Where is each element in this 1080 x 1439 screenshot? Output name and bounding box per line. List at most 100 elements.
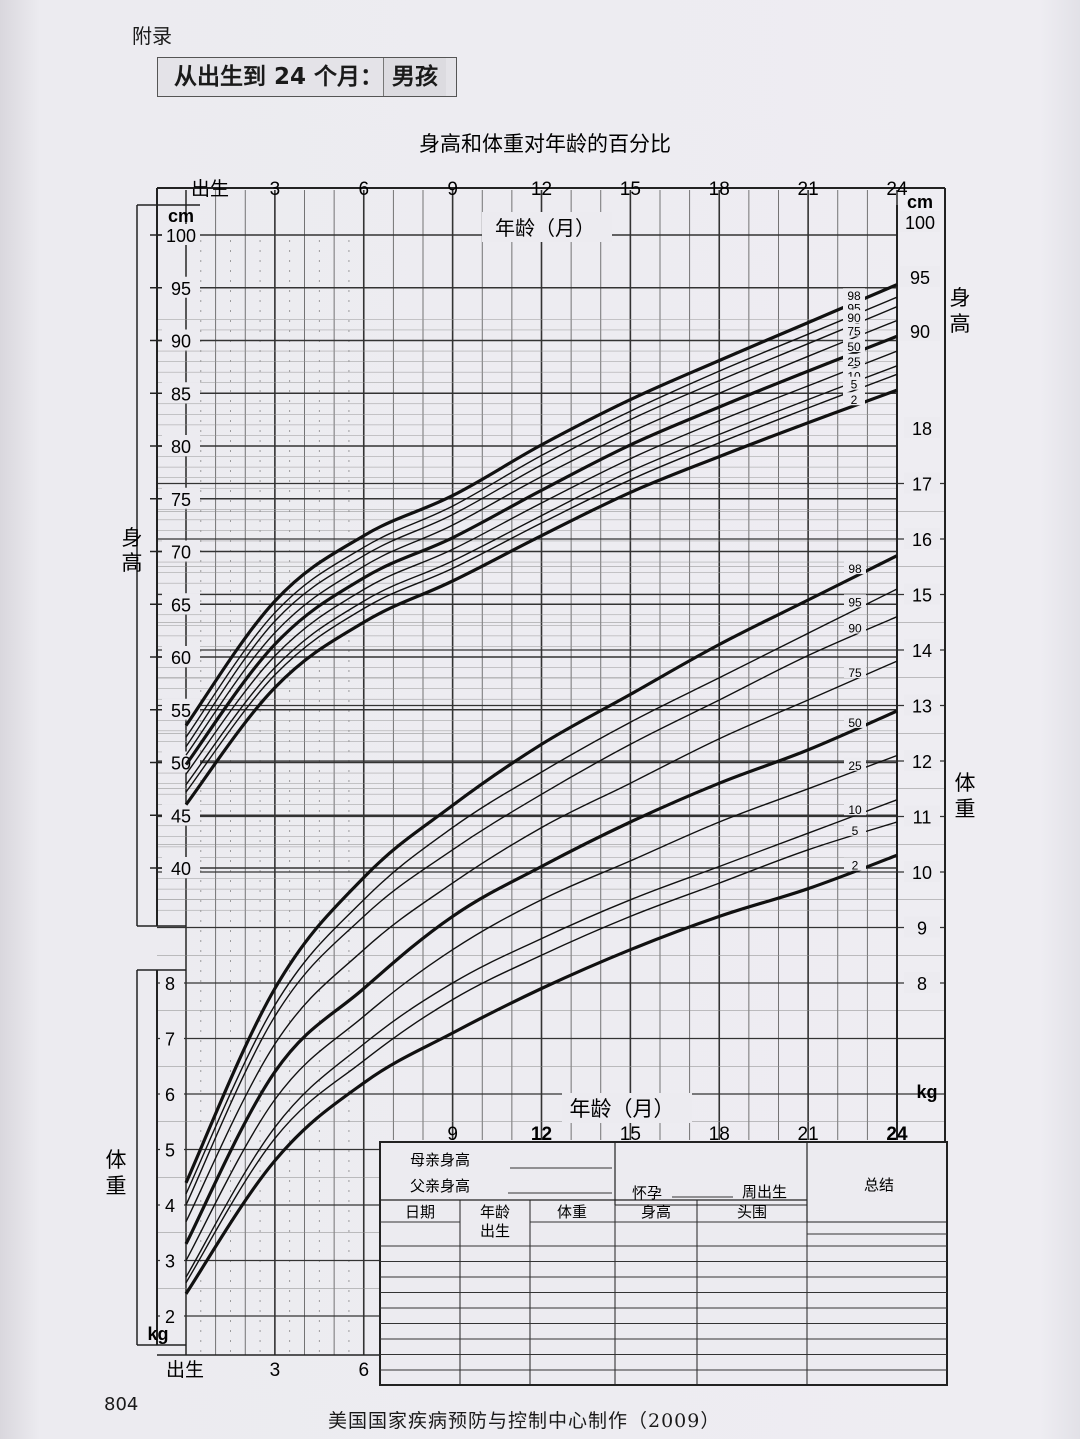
weight-unit-left: kg xyxy=(147,1324,168,1344)
x-tick-top-0: 出生 xyxy=(191,178,229,200)
weight-right-tick-16: 16 xyxy=(912,530,932,550)
length-tick-65: 65 xyxy=(171,595,191,615)
weight-label-p2: 2 xyxy=(852,859,859,873)
x-tick-top-1: 3 xyxy=(270,179,281,200)
length-tick-bg xyxy=(162,487,200,509)
weight-right-tick-14: 14 xyxy=(912,641,932,661)
length-label-p5: 5 xyxy=(851,378,858,392)
length-tick-90: 90 xyxy=(171,332,191,352)
weight-tick-4: 4 xyxy=(165,1196,175,1216)
weight-label-p98: 98 xyxy=(848,562,862,576)
weight-right-tick-bg xyxy=(904,972,940,993)
length-unit-right: cm xyxy=(907,192,933,212)
chart-frame xyxy=(136,187,946,1385)
length-label-bg xyxy=(843,310,865,324)
weight-label-bg xyxy=(844,714,866,728)
length-line-p98 xyxy=(184,283,898,727)
length-tick-bg xyxy=(162,276,200,298)
footer-credit: 美国国家疾病预防与控制中心制作（2009） xyxy=(328,1410,721,1432)
weight-line-p5 xyxy=(185,821,898,1284)
weight-right-tick-bg xyxy=(904,472,940,494)
table-header-2: 体重 xyxy=(557,1203,587,1221)
weight-right-tick-bg xyxy=(904,916,940,938)
weight-right-tick-9: 9 xyxy=(917,919,927,939)
weight-right-tick-bg xyxy=(904,639,940,660)
length-tick-bg xyxy=(162,435,200,456)
weight-line-p10 xyxy=(185,799,898,1278)
weight-label-bg xyxy=(844,561,866,575)
weight-right-tick-bg xyxy=(904,861,940,882)
subtitle-text: 从出生到 24 个月： xyxy=(174,64,384,90)
table-header-4: 头围 xyxy=(737,1203,767,1221)
length-right-tick-90: 90 xyxy=(910,322,930,342)
length-label-left-1: 身 xyxy=(122,526,143,550)
weeks-birth-label: 周出生 xyxy=(742,1183,787,1201)
length-right-tick-95: 95 xyxy=(910,268,930,288)
table-header-1: 年龄 xyxy=(480,1203,510,1221)
weight-right-tick-15: 15 xyxy=(912,586,932,606)
length-tick-bg xyxy=(162,804,200,826)
x-axis-label-bottom: 年龄（月） xyxy=(570,1097,675,1121)
record-table-box xyxy=(379,1141,948,1386)
length-line-p5 xyxy=(185,373,898,793)
weight-label-p75: 75 xyxy=(848,666,862,680)
length-label-bg xyxy=(843,323,865,337)
x-tick-top-3: 9 xyxy=(447,179,458,200)
weight-line-p50 xyxy=(184,709,898,1245)
weight-label-bg xyxy=(844,594,866,608)
mother-height-label: 母亲身高 xyxy=(410,1151,470,1169)
weight-tick-bg xyxy=(160,1194,184,1215)
length-label-p75: 75 xyxy=(847,324,861,338)
weight-label-bg xyxy=(844,664,866,678)
weight-tick-bg xyxy=(160,1249,184,1271)
length-label-bg xyxy=(843,339,865,353)
length-line-p2 xyxy=(184,388,898,806)
weight-unit-right: kg xyxy=(916,1082,937,1102)
weight-right-tick-bg xyxy=(904,694,940,716)
x-tick-top-2: 6 xyxy=(358,179,369,200)
weight-tick-6: 6 xyxy=(165,1085,175,1105)
weight-label-p25: 25 xyxy=(848,759,862,773)
length-tick-bg xyxy=(162,857,200,878)
x-tick-top-5: 15 xyxy=(620,179,641,200)
length-label-bg xyxy=(843,392,865,406)
length-tick-100: 100 xyxy=(166,226,196,246)
length-label-bg xyxy=(843,376,865,390)
length-tick-60: 60 xyxy=(171,648,191,668)
weight-tick-2: 2 xyxy=(165,1307,175,1327)
weight-tick-5: 5 xyxy=(165,1141,175,1161)
chart-grid xyxy=(157,190,945,1355)
x-tick-top-8: 24 xyxy=(886,179,908,200)
age-label-bg-bottom xyxy=(562,1093,692,1123)
length-right-tick-bg xyxy=(900,266,940,287)
length-right-tick-100: 100 xyxy=(905,213,935,233)
weight-right-tick-bg xyxy=(904,528,940,549)
length-right-tick-bg xyxy=(900,320,940,341)
weight-right-tick-17: 17 xyxy=(912,475,932,495)
weight-right-tick-bg xyxy=(904,750,940,771)
length-tick-80: 80 xyxy=(171,437,191,457)
pregnancy-label: 怀孕 xyxy=(632,1184,662,1202)
x-tick-bottom-1: 3 xyxy=(270,1360,281,1381)
length-tick-bg xyxy=(162,593,200,615)
length-tick-50: 50 xyxy=(171,754,191,774)
length-label-right-1: 身 xyxy=(950,286,971,310)
length-line-p10 xyxy=(185,365,898,786)
weight-right-tick-bg xyxy=(904,583,940,605)
weight-line-p98 xyxy=(184,554,898,1184)
weight-line-p95 xyxy=(185,588,898,1195)
weight-tick-bg xyxy=(160,1083,184,1104)
weight-label-bg xyxy=(844,822,866,836)
weight-label-p90: 90 xyxy=(848,622,862,636)
weight-right-tick-10: 10 xyxy=(912,863,932,883)
weight-tick-3: 3 xyxy=(165,1252,175,1272)
weight-right-tick-bg xyxy=(904,805,940,827)
x-tick-top-7: 21 xyxy=(798,179,819,200)
weight-label-p50: 50 xyxy=(848,716,862,730)
length-label-bg xyxy=(843,288,865,302)
x-tick-bottom-right-21: 21 xyxy=(798,1124,819,1145)
